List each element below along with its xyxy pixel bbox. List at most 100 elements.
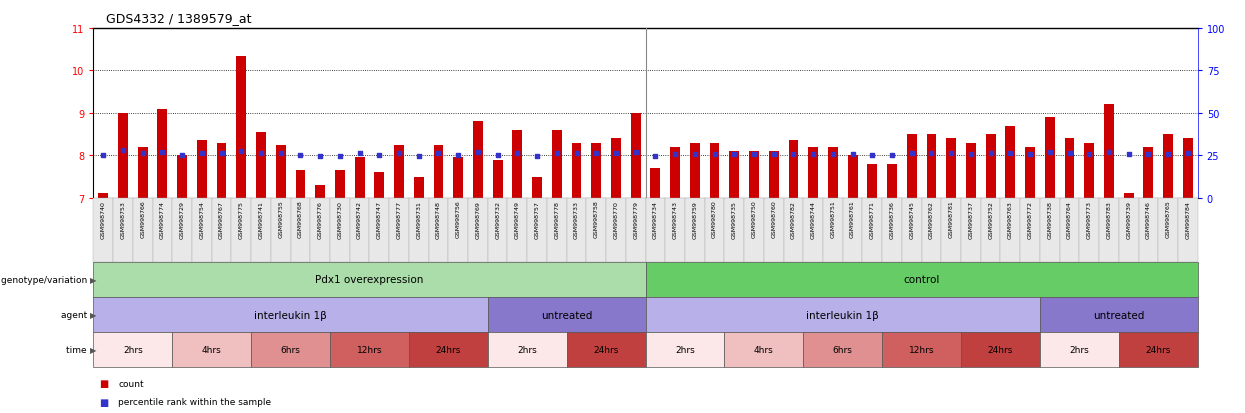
- Text: GSM998733: GSM998733: [574, 200, 579, 238]
- Text: GSM998750: GSM998750: [752, 200, 757, 238]
- Bar: [1143, 147, 1153, 198]
- Bar: [966, 143, 976, 198]
- Point: [725, 152, 745, 158]
- Text: GSM998749: GSM998749: [515, 200, 520, 238]
- Bar: [788, 141, 798, 198]
- Text: GSM998754: GSM998754: [199, 200, 204, 238]
- Text: GSM998748: GSM998748: [436, 200, 441, 238]
- Point: [1119, 152, 1139, 158]
- Text: GSM998774: GSM998774: [159, 200, 164, 238]
- Text: ▶: ▶: [90, 346, 96, 354]
- Text: 2hrs: 2hrs: [518, 346, 537, 354]
- Bar: [906, 135, 916, 198]
- Point: [566, 150, 586, 157]
- Point: [408, 153, 428, 160]
- Bar: [493, 160, 503, 198]
- Text: GSM998743: GSM998743: [672, 200, 677, 238]
- Text: 2hrs: 2hrs: [1069, 346, 1089, 354]
- Text: GSM998729: GSM998729: [179, 200, 184, 238]
- Point: [113, 147, 133, 154]
- Text: control: control: [904, 275, 940, 285]
- Point: [745, 152, 764, 158]
- Point: [547, 150, 566, 157]
- Text: GSM998762: GSM998762: [929, 200, 934, 238]
- Text: GSM998765: GSM998765: [1165, 200, 1170, 238]
- Text: interleukin 1β: interleukin 1β: [807, 310, 879, 320]
- Text: 2hrs: 2hrs: [123, 346, 143, 354]
- Text: GSM998737: GSM998737: [969, 200, 974, 238]
- Text: 4hrs: 4hrs: [754, 346, 773, 354]
- Text: GSM998741: GSM998741: [259, 200, 264, 238]
- Text: GSM998768: GSM998768: [298, 200, 303, 238]
- Bar: [295, 171, 305, 198]
- Text: ▶: ▶: [90, 275, 96, 284]
- Point: [921, 150, 941, 157]
- Text: 24hrs: 24hrs: [1145, 346, 1172, 354]
- Point: [270, 150, 290, 157]
- Point: [626, 149, 646, 156]
- Text: untreated: untreated: [1093, 310, 1144, 320]
- Text: GSM998781: GSM998781: [949, 200, 954, 238]
- Bar: [986, 135, 996, 198]
- Text: GSM998775: GSM998775: [239, 200, 244, 238]
- Text: GSM998730: GSM998730: [337, 200, 342, 238]
- Bar: [473, 122, 483, 198]
- Text: GSM998753: GSM998753: [121, 200, 126, 238]
- Bar: [335, 171, 345, 198]
- Text: GSM998731: GSM998731: [416, 200, 421, 238]
- Text: GSM998771: GSM998771: [870, 200, 875, 238]
- Text: GSM998736: GSM998736: [889, 200, 894, 238]
- Point: [665, 151, 685, 158]
- Point: [133, 150, 153, 157]
- Point: [527, 153, 547, 160]
- Text: GSM998759: GSM998759: [692, 200, 697, 238]
- Text: GSM998780: GSM998780: [712, 200, 717, 238]
- Text: GSM998784: GSM998784: [1185, 200, 1190, 238]
- Bar: [1084, 143, 1094, 198]
- Point: [330, 154, 350, 160]
- Text: GSM998779: GSM998779: [634, 200, 639, 238]
- Text: GSM998778: GSM998778: [554, 200, 559, 238]
- Text: 6hrs: 6hrs: [280, 346, 300, 354]
- Text: GSM998739: GSM998739: [1127, 200, 1132, 238]
- Point: [1158, 151, 1178, 157]
- Text: GSM998764: GSM998764: [1067, 200, 1072, 238]
- Bar: [552, 131, 561, 198]
- Bar: [315, 185, 325, 198]
- Text: 6hrs: 6hrs: [833, 346, 853, 354]
- Point: [1138, 151, 1158, 158]
- Bar: [690, 143, 700, 198]
- Bar: [730, 152, 740, 198]
- Text: GSM998752: GSM998752: [989, 200, 994, 238]
- Point: [606, 150, 626, 157]
- Bar: [828, 147, 838, 198]
- Text: GSM998755: GSM998755: [278, 200, 283, 238]
- Point: [488, 152, 508, 159]
- Text: count: count: [118, 379, 144, 388]
- Bar: [217, 143, 227, 198]
- Point: [251, 150, 271, 157]
- Bar: [413, 177, 423, 198]
- Bar: [532, 177, 542, 198]
- Point: [1178, 150, 1198, 157]
- Text: ■: ■: [100, 396, 108, 407]
- Point: [1040, 150, 1059, 156]
- Bar: [749, 152, 759, 198]
- Bar: [256, 133, 266, 198]
- Text: GSM998732: GSM998732: [496, 200, 500, 238]
- Text: GSM998746: GSM998746: [1145, 200, 1150, 238]
- Bar: [868, 164, 878, 198]
- Point: [941, 150, 961, 157]
- Text: GSM998734: GSM998734: [652, 200, 657, 238]
- Text: GSM998758: GSM998758: [594, 200, 599, 238]
- Text: interleukin 1β: interleukin 1β: [254, 310, 327, 320]
- Bar: [1025, 147, 1035, 198]
- Point: [350, 150, 370, 157]
- Bar: [177, 156, 187, 198]
- Point: [901, 150, 921, 157]
- Bar: [650, 169, 660, 198]
- Bar: [197, 141, 207, 198]
- Point: [843, 152, 863, 158]
- Text: genotype/variation: genotype/variation: [0, 275, 90, 284]
- Text: GSM998751: GSM998751: [830, 200, 835, 238]
